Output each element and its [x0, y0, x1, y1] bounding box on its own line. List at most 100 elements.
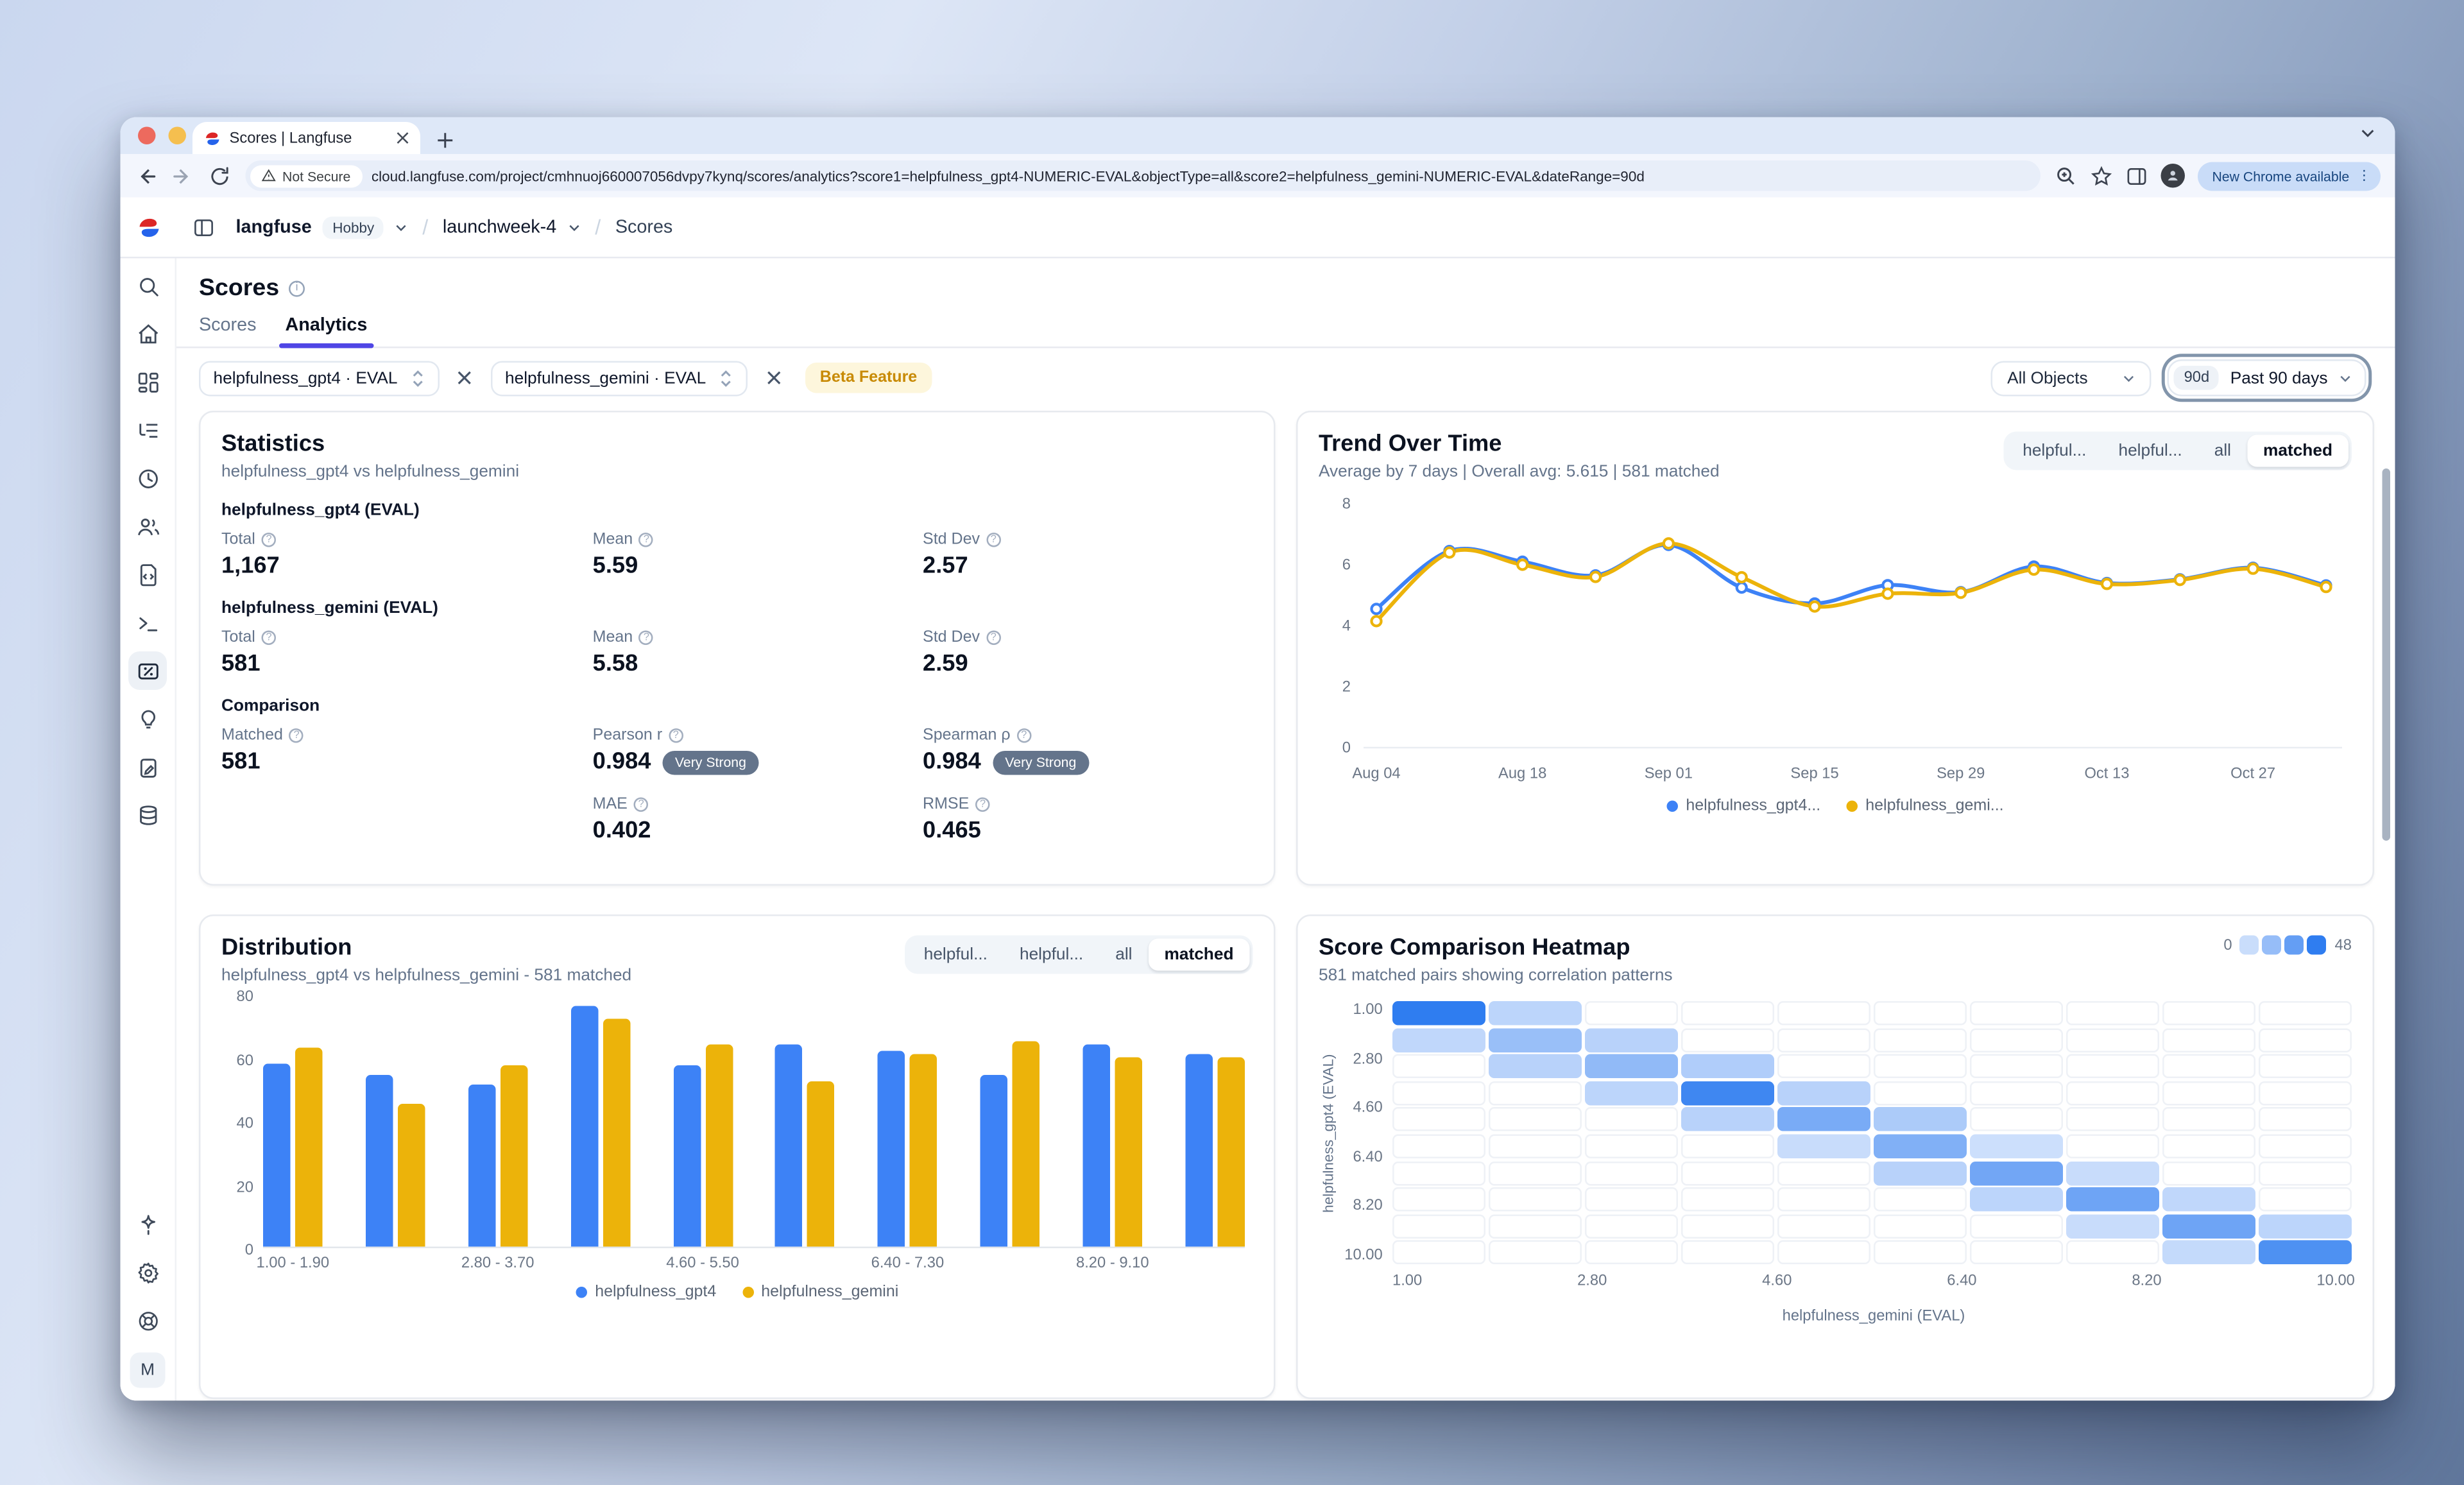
- heatmap-cell[interactable]: [1392, 1160, 1486, 1185]
- help-icon[interactable]: ?: [986, 533, 1001, 547]
- heatmap-cell[interactable]: [2066, 1160, 2160, 1185]
- heatmap-cell[interactable]: [1392, 1054, 1486, 1079]
- project-chevron-down-icon[interactable]: [568, 221, 581, 234]
- new-tab-button[interactable]: [436, 132, 454, 150]
- heatmap-cell[interactable]: [2066, 1027, 2160, 1052]
- bar-helpfulness_gemini[interactable]: [705, 1043, 733, 1247]
- heatmap-cell[interactable]: [2258, 1081, 2352, 1105]
- trend-point[interactable]: [2246, 562, 2259, 575]
- sidebar-item-users[interactable]: [128, 507, 167, 545]
- security-chip[interactable]: Not Secure: [250, 164, 362, 187]
- heatmap-cell[interactable]: [2162, 1054, 2256, 1079]
- score1-select[interactable]: helpfulness_gpt4 · EVAL: [199, 360, 440, 396]
- heatmap-cell[interactable]: [1969, 1081, 2064, 1105]
- close-window-button[interactable]: [138, 126, 156, 144]
- user-avatar[interactable]: M: [130, 1352, 166, 1388]
- sidebar-item-home[interactable]: [128, 314, 167, 353]
- heatmap-cell[interactable]: [1681, 1240, 1775, 1265]
- tab-analytics[interactable]: Analytics: [278, 316, 374, 348]
- trend-point[interactable]: [1370, 603, 1383, 615]
- heatmap-cell[interactable]: [1681, 1054, 1775, 1079]
- heatmap-cell[interactable]: [1488, 1187, 1582, 1212]
- bar-helpfulness_gpt4[interactable]: [570, 1006, 598, 1247]
- heatmap-cell[interactable]: [1681, 1081, 1775, 1105]
- heatmap-cell[interactable]: [1488, 1240, 1582, 1265]
- heatmap-cell[interactable]: [2066, 1107, 2160, 1132]
- heatmap-cell[interactable]: [1681, 1134, 1775, 1158]
- heatmap-cell[interactable]: [1584, 1081, 1679, 1105]
- heatmap-cell[interactable]: [1873, 1107, 1967, 1132]
- trend-point[interactable]: [1735, 581, 1748, 594]
- bar-helpfulness_gpt4[interactable]: [468, 1085, 495, 1247]
- heatmap-cell[interactable]: [1392, 1134, 1486, 1158]
- help-icon[interactable]: ?: [639, 533, 654, 547]
- trend-point[interactable]: [1881, 587, 1894, 600]
- date-range-select[interactable]: 90d Past 90 days: [2168, 359, 2366, 397]
- heatmap-cell[interactable]: [1488, 1214, 1582, 1239]
- remove-score1-button[interactable]: [454, 366, 476, 389]
- heatmap-cell[interactable]: [2066, 1240, 2160, 1265]
- heatmap-cell[interactable]: [1777, 1001, 1871, 1026]
- bar-helpfulness_gemini[interactable]: [500, 1066, 527, 1247]
- heatmap-cell[interactable]: [1777, 1081, 1871, 1105]
- bar-helpfulness_gpt4[interactable]: [672, 1066, 701, 1247]
- address-bar[interactable]: Not Secure cloud.langfuse.com/project/cm…: [245, 160, 2041, 191]
- heatmap-cell[interactable]: [1777, 1160, 1871, 1185]
- heatmap-cell[interactable]: [1392, 1001, 1486, 1026]
- heatmap-cell[interactable]: [1681, 1187, 1775, 1212]
- trend-point[interactable]: [2100, 578, 2114, 590]
- sidebar-item-dashboards[interactable]: [128, 363, 167, 401]
- heatmap-cell[interactable]: [1584, 1240, 1679, 1265]
- sidebar-item-evaluation[interactable]: [128, 700, 167, 738]
- heatmap-cell[interactable]: [2162, 1240, 2256, 1265]
- bar-helpfulness_gemini[interactable]: [603, 1018, 630, 1247]
- heatmap-cell[interactable]: [1392, 1107, 1486, 1132]
- score2-select[interactable]: helpfulness_gemini · EVAL: [490, 360, 748, 396]
- heatmap-cell[interactable]: [2258, 1054, 2352, 1079]
- trend-point[interactable]: [1735, 571, 1748, 584]
- heatmap-cell[interactable]: [2162, 1160, 2256, 1185]
- trend-toggle-all[interactable]: all: [2198, 435, 2247, 467]
- profile-avatar[interactable]: [2160, 164, 2185, 188]
- trend-point[interactable]: [2173, 574, 2186, 587]
- heatmap-cell[interactable]: [1873, 1214, 1967, 1239]
- heatmap-cell[interactable]: [1681, 1214, 1775, 1239]
- heatmap-cell[interactable]: [1584, 1107, 1679, 1132]
- bar-helpfulness_gemini[interactable]: [1217, 1056, 1245, 1247]
- heatmap-cell[interactable]: [2258, 1240, 2352, 1265]
- heatmap-cell[interactable]: [2066, 1081, 2160, 1105]
- heatmap-cell[interactable]: [1873, 1081, 1967, 1105]
- minimize-window-button[interactable]: [168, 126, 186, 144]
- heatmap-cell[interactable]: [1584, 1160, 1679, 1185]
- heatmap-cell[interactable]: [1584, 1027, 1679, 1052]
- help-icon[interactable]: ?: [261, 533, 277, 547]
- sidebar-item-sessions[interactable]: [128, 459, 167, 497]
- heatmap-cell[interactable]: [1488, 1054, 1582, 1079]
- sidebar-item-playground[interactable]: [128, 603, 167, 642]
- help-icon[interactable]: ?: [289, 728, 304, 743]
- heatmap-cell[interactable]: [1392, 1187, 1486, 1212]
- bookmark-star-icon[interactable]: [2090, 164, 2112, 187]
- info-icon[interactable]: i: [289, 280, 305, 296]
- heatmap-cell[interactable]: [1873, 1240, 1967, 1265]
- heatmap-cell[interactable]: [1488, 1134, 1582, 1158]
- heatmap-cell[interactable]: [2162, 1107, 2256, 1132]
- heatmap-cell[interactable]: [2258, 1160, 2352, 1185]
- heatmap-cell[interactable]: [2258, 1134, 2352, 1158]
- heatmap-cell[interactable]: [1969, 1187, 2064, 1212]
- heatmap-cell[interactable]: [1488, 1027, 1582, 1052]
- heatmap-cell[interactable]: [1873, 1054, 1967, 1079]
- heatmap-cell[interactable]: [1969, 1001, 2064, 1026]
- trend-point[interactable]: [1589, 571, 1602, 583]
- sidebar-item-scores[interactable]: [128, 651, 167, 690]
- trend-point[interactable]: [1662, 537, 1675, 550]
- tab-search-chevron-icon[interactable]: [2360, 125, 2376, 141]
- heatmap-cell[interactable]: [1969, 1054, 2064, 1079]
- bar-helpfulness_gpt4[interactable]: [365, 1075, 393, 1247]
- heatmap-cell[interactable]: [1969, 1214, 2064, 1239]
- sidebar-toggle-icon[interactable]: [193, 216, 215, 238]
- trend-point[interactable]: [2320, 581, 2332, 594]
- heatmap-cell[interactable]: [1777, 1240, 1871, 1265]
- help-icon[interactable]: ?: [261, 630, 277, 645]
- org-name[interactable]: langfuse: [235, 217, 312, 237]
